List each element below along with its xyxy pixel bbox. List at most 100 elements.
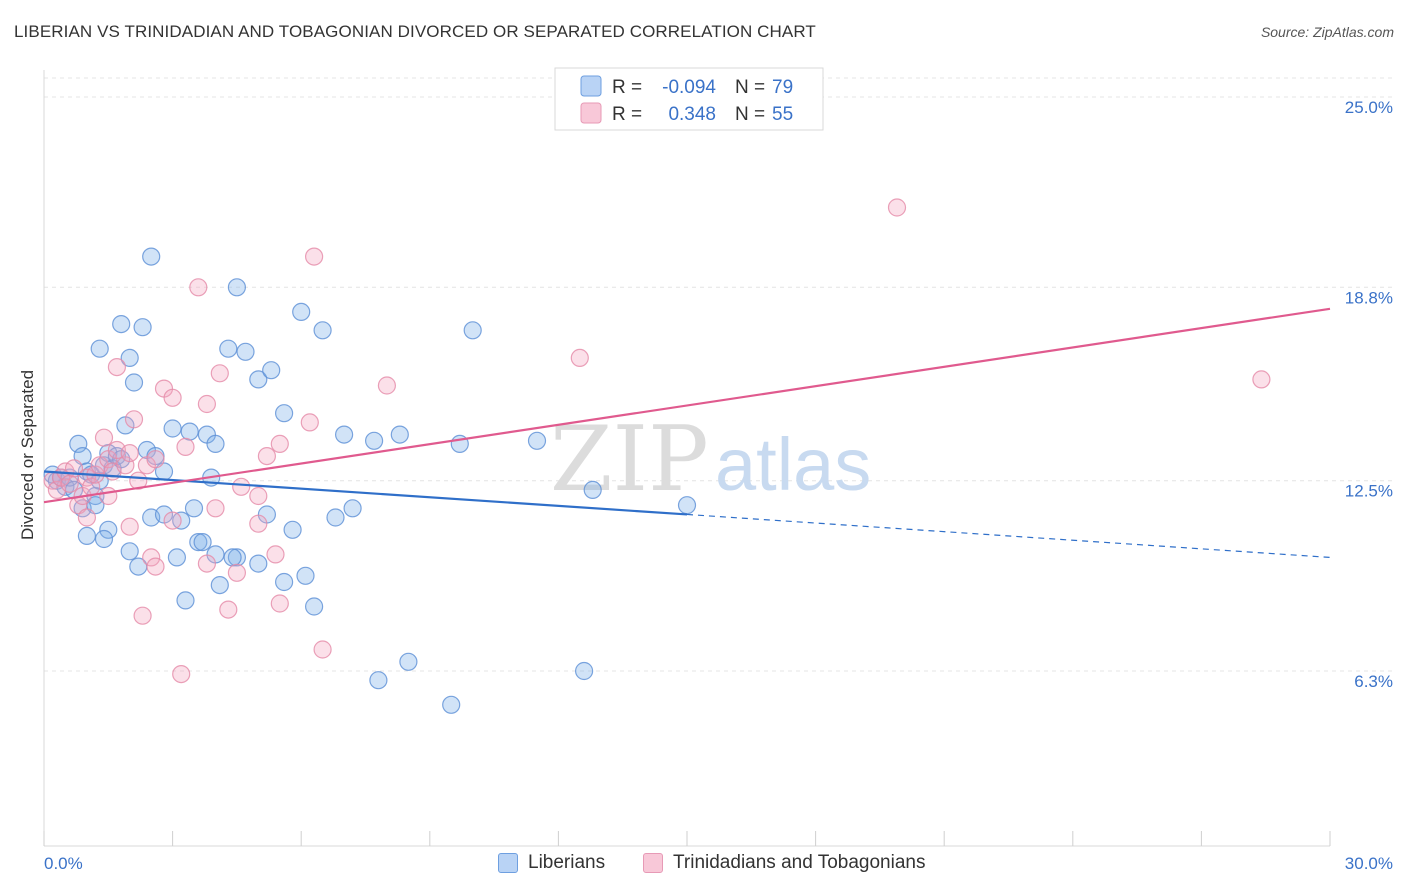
data-point <box>133 606 152 625</box>
legend-r-value-2: 0.348 <box>668 104 716 125</box>
grid-lines <box>44 77 1393 672</box>
legend-swatch-trinidadians <box>580 102 602 124</box>
data-point <box>133 318 152 337</box>
data-point <box>223 548 242 567</box>
data-point <box>570 348 589 367</box>
data-point <box>94 428 114 447</box>
data-point <box>677 496 697 515</box>
data-point <box>120 348 139 367</box>
data-point <box>300 413 319 432</box>
data-point <box>146 450 165 469</box>
data-point <box>227 563 246 582</box>
data-point <box>313 640 332 659</box>
data-point <box>189 532 208 552</box>
data-point <box>275 572 294 592</box>
data-point <box>249 514 268 533</box>
data-point <box>399 652 418 671</box>
data-point <box>210 575 229 595</box>
data-point <box>283 520 302 539</box>
data-point <box>172 664 191 684</box>
data-point <box>887 198 907 217</box>
data-point <box>60 474 79 493</box>
data-point <box>197 554 216 573</box>
chart-source: Source: ZipAtlas.com <box>1260 24 1394 40</box>
data-point <box>99 520 118 539</box>
data-point <box>120 517 139 536</box>
data-point <box>583 480 602 499</box>
data-point <box>163 419 182 438</box>
data-point <box>124 373 144 392</box>
watermark-atlas: atlas <box>715 423 871 506</box>
data-point <box>142 247 161 266</box>
data-point <box>210 364 229 383</box>
y-tick-label: 6.3% <box>1354 672 1393 691</box>
data-point <box>313 321 332 340</box>
data-point <box>107 358 127 377</box>
data-point <box>270 434 289 453</box>
bottom-legend-label-trinidadians: Trinidadians and Tobagonians <box>673 852 926 873</box>
data-point <box>227 548 246 567</box>
trend-line-trinidadians <box>43 307 1331 504</box>
data-point <box>527 431 547 450</box>
data-point <box>275 404 294 423</box>
data-point <box>112 315 131 334</box>
bottom-legend-label-liberians: Liberians <box>528 852 606 873</box>
legend-n-value-1: 79 <box>772 77 793 98</box>
data-point <box>99 486 118 506</box>
trend-line-extension-liberians <box>686 513 1331 559</box>
data-point <box>189 278 208 297</box>
y-tick-label: 12.5% <box>1345 482 1393 501</box>
data-point <box>296 566 315 585</box>
data-point <box>227 278 246 297</box>
data-point <box>124 410 144 429</box>
data-point <box>1252 370 1271 389</box>
data-point <box>257 447 276 466</box>
data-point <box>184 499 204 518</box>
y-tick-labels: 6.3% 12.5% 18.8% 25.0% <box>1345 98 1393 691</box>
data-point <box>176 591 195 610</box>
data-point <box>146 557 165 576</box>
data-point <box>463 321 482 340</box>
data-point <box>176 437 195 456</box>
data-point <box>442 695 461 714</box>
data-point <box>77 526 97 546</box>
data-point <box>219 339 238 358</box>
data-point <box>77 508 97 527</box>
legend-r-label-1: R = <box>612 77 642 98</box>
data-point <box>206 499 225 518</box>
bottom-legend-item-liberians: Liberians <box>498 852 605 874</box>
data-point <box>270 594 289 613</box>
legend-r-label-2: R = <box>612 104 642 125</box>
legend-r-value-1: -0.094 <box>662 77 716 98</box>
data-point <box>236 342 255 361</box>
x-tick-label-max: 30.0% <box>1345 854 1393 873</box>
data-point <box>365 431 384 450</box>
series-trinidadians-points <box>43 198 1271 684</box>
data-point <box>335 425 354 444</box>
data-point <box>206 434 225 453</box>
data-point <box>305 597 324 616</box>
data-point <box>197 394 216 414</box>
legend-n-label-2: N = <box>735 104 765 125</box>
legend-n-label-1: N = <box>735 77 765 98</box>
data-point <box>232 477 251 496</box>
y-tick-label: 25.0% <box>1345 98 1393 117</box>
data-point <box>377 376 396 395</box>
data-point <box>249 370 268 389</box>
data-point <box>305 247 324 266</box>
bottom-legend-swatch-trinidadians <box>643 853 663 873</box>
data-point <box>142 548 161 567</box>
trend-line-liberians <box>43 470 688 516</box>
data-point <box>120 542 139 561</box>
watermark: ZIP atlas <box>550 407 871 512</box>
data-point <box>369 671 388 690</box>
bottom-legend: Liberians Trinidadians and Tobagonians <box>0 852 1406 878</box>
data-point <box>219 600 238 619</box>
x-tick-label-min: 0.0% <box>44 854 83 873</box>
data-point <box>120 444 139 463</box>
data-point <box>193 532 212 552</box>
data-point <box>163 388 182 407</box>
legend-n-value-2: 55 <box>772 104 793 125</box>
data-point <box>180 422 199 441</box>
